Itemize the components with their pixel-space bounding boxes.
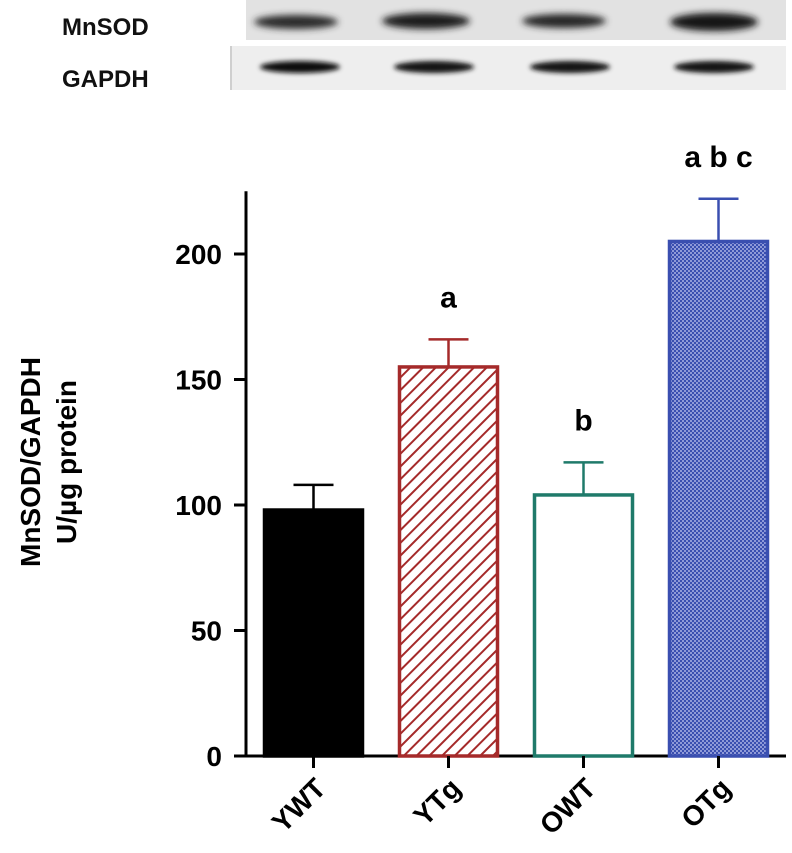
bar-owt [532, 493, 635, 758]
blot-band [382, 13, 470, 29]
bar-ytg [397, 365, 500, 758]
y-tick-label: 100 [175, 490, 222, 521]
blot-band [522, 14, 606, 28]
x-tick-label: YTg [407, 772, 466, 831]
y-axis-title-line: MnSOD/GAPDH [15, 357, 46, 567]
y-axis-title-line: U/µg protein [51, 380, 82, 544]
y-tick-label: 50 [191, 616, 222, 647]
blot-label-gapdh: GAPDH [62, 66, 149, 93]
x-tick-label: OTg [675, 772, 737, 834]
blot-band [670, 13, 758, 31]
y-tick-label: 150 [175, 365, 222, 396]
x-tick-label: YWT [266, 772, 332, 838]
bar-otg [667, 239, 770, 758]
blot-label-mnsod: MnSOD [62, 14, 149, 41]
blot-band [530, 61, 610, 73]
significance-label: a [440, 281, 457, 314]
y-tick-label: 200 [175, 239, 222, 270]
bar-ywt [262, 508, 365, 758]
blot-strip-mnsod [246, 0, 786, 40]
blot-band [674, 61, 754, 73]
y-tick-label: 0 [206, 741, 222, 772]
blot-edge [230, 46, 232, 90]
significance-label: a b c [684, 141, 752, 174]
blot-band [254, 15, 338, 29]
blot-band [260, 61, 340, 73]
blot-strip-gapdh [230, 46, 786, 90]
significance-label: b [574, 404, 592, 437]
blot-band [394, 61, 474, 73]
x-tick-label: OWT [534, 772, 602, 840]
